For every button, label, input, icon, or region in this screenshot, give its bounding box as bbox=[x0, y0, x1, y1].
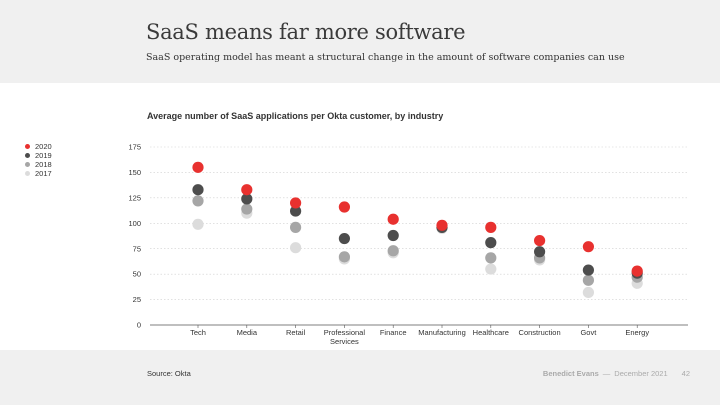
y-tick-label: 0 bbox=[137, 321, 141, 330]
x-tick-label: Retail bbox=[286, 328, 306, 337]
y-tick-label: 100 bbox=[128, 219, 141, 228]
footer-band: Source: Okta Benedict Evans — December 202… bbox=[0, 350, 720, 405]
slide-subtitle: SaaS operating model has meant a structu… bbox=[146, 52, 625, 63]
data-point-2018 bbox=[192, 195, 204, 207]
data-point-2020 bbox=[192, 161, 204, 173]
data-point-2018 bbox=[485, 252, 497, 264]
legend-dot-2018 bbox=[25, 162, 30, 167]
footer-date: December 2021 bbox=[614, 369, 668, 378]
x-tick-label: Services bbox=[330, 337, 359, 346]
legend-dot-2017 bbox=[25, 171, 30, 176]
x-tick-label: Manufacturing bbox=[418, 328, 466, 337]
credit-line: Benedict Evans — December 2021 42 bbox=[543, 369, 690, 378]
legend-item-2019: 2019 bbox=[25, 151, 52, 160]
x-tick-label: Govt bbox=[580, 328, 597, 337]
data-point-2019 bbox=[534, 246, 546, 258]
data-point-2019 bbox=[387, 229, 399, 242]
data-point-2019 bbox=[485, 237, 497, 249]
data-point-2017 bbox=[582, 286, 595, 299]
data-point-2020 bbox=[485, 221, 497, 233]
data-point-2019 bbox=[290, 205, 302, 217]
legend-label-2017: 2017 bbox=[35, 169, 52, 178]
credit-separator: — bbox=[602, 369, 611, 378]
data-point-2018 bbox=[290, 221, 302, 233]
data-point-2020 bbox=[387, 213, 399, 225]
legend-item-2018: 2018 bbox=[25, 160, 52, 169]
legend-dot-2019 bbox=[25, 153, 30, 158]
page-number: 42 bbox=[681, 369, 690, 378]
y-tick-label: 150 bbox=[128, 168, 141, 177]
data-point-2017 bbox=[485, 263, 497, 275]
x-tick-label: Finance bbox=[380, 328, 407, 337]
legend-label-2018: 2018 bbox=[35, 160, 52, 169]
y-tick-label: 175 bbox=[128, 143, 141, 152]
y-tick-label: 50 bbox=[133, 270, 141, 279]
data-point-2020 bbox=[631, 265, 643, 277]
data-point-2018 bbox=[338, 251, 350, 263]
data-point-2020 bbox=[338, 201, 350, 213]
legend-item-2020: 2020 bbox=[25, 142, 52, 151]
data-point-2020 bbox=[436, 219, 448, 231]
legend-dot-2020 bbox=[25, 144, 30, 149]
x-tick-label: Energy bbox=[625, 328, 649, 337]
data-point-2020 bbox=[582, 241, 595, 253]
header-band bbox=[0, 0, 720, 83]
x-tick-label: Media bbox=[237, 328, 258, 337]
data-point-2019 bbox=[192, 184, 204, 196]
data-point-2018 bbox=[387, 245, 399, 257]
y-tick-label: 25 bbox=[133, 295, 141, 304]
y-tick-label: 75 bbox=[133, 244, 141, 253]
legend-item-2017: 2017 bbox=[25, 169, 52, 178]
x-tick-label: Professional bbox=[324, 328, 366, 337]
x-tick-label: Healthcare bbox=[473, 328, 509, 337]
chart-title: Average number of SaaS applications per … bbox=[147, 111, 444, 121]
data-point-2017 bbox=[290, 242, 302, 254]
data-point-2019 bbox=[338, 232, 350, 245]
x-tick-label: Construction bbox=[519, 328, 561, 337]
data-point-2020 bbox=[241, 184, 253, 196]
data-point-2018 bbox=[241, 203, 253, 215]
data-point-2019 bbox=[582, 264, 595, 276]
legend-label-2019: 2019 bbox=[35, 151, 52, 160]
chart-legend: 2020 2019 2018 2017 bbox=[25, 142, 52, 178]
data-point-2019 bbox=[241, 193, 253, 205]
data-point-2020 bbox=[534, 234, 546, 247]
x-tick-label: Tech bbox=[190, 328, 206, 337]
legend-label-2020: 2020 bbox=[35, 142, 52, 151]
data-point-2017 bbox=[192, 218, 204, 230]
source-note: Source: Okta bbox=[147, 369, 191, 378]
data-point-2020 bbox=[290, 197, 302, 209]
slide-title: SaaS means far more software bbox=[146, 20, 466, 44]
y-tick-label: 125 bbox=[128, 193, 141, 202]
author-name: Benedict Evans bbox=[542, 369, 599, 378]
data-point-2018 bbox=[582, 274, 595, 286]
